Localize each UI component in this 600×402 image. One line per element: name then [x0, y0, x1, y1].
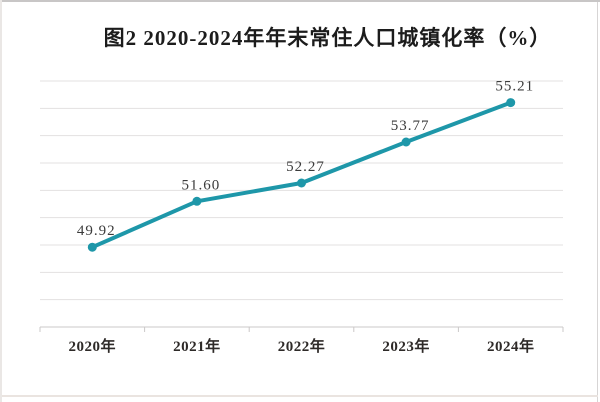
- data-point: [87, 242, 97, 252]
- bottom-border: [2, 395, 598, 397]
- x-tick-label: 2024年: [487, 337, 535, 355]
- x-tick-label: 2021年: [173, 337, 221, 355]
- data-point: [192, 196, 202, 206]
- x-tick-label: 2020年: [69, 337, 117, 355]
- data-point: [297, 178, 306, 188]
- top-border: [0, 0, 600, 2]
- x-tick-labels: 2020年 2021年 2022年 2023年 2024年: [69, 337, 535, 355]
- data-label: 51.60: [182, 177, 221, 193]
- x-tick-label: 2023年: [382, 337, 430, 355]
- data-label: 49.92: [77, 223, 116, 239]
- data-points: [87, 98, 516, 252]
- data-label: 53.77: [391, 118, 430, 134]
- data-point: [506, 98, 516, 108]
- chart-title: 图2 2020-2024年年末常住人口城镇化率（%）: [103, 26, 552, 50]
- gridlines: [40, 80, 563, 301]
- left-border: [0, 0, 2, 402]
- data-label: 55.21: [495, 79, 534, 95]
- x-axis: [39, 326, 564, 332]
- data-label: 52.27: [286, 159, 325, 175]
- data-point: [401, 137, 411, 147]
- x-tick-label: 2022年: [278, 337, 326, 355]
- data-labels: 49.92 51.60 52.27 53.77 55.21: [77, 79, 534, 240]
- right-border: [597, 2, 598, 402]
